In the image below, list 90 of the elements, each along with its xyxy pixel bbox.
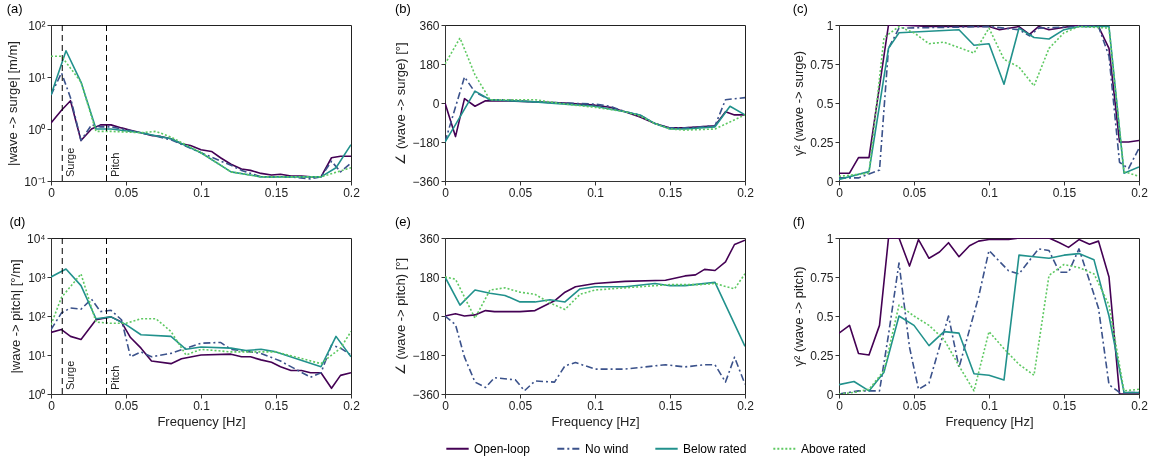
x-tick-label: 0.05	[114, 185, 139, 200]
x-axis-title: Frequency [Hz]	[945, 413, 1034, 429]
y-tick-label: 0.5	[816, 309, 834, 324]
y-tick-label: 10¹	[28, 70, 46, 85]
y-axis-title: ∠ (wave -> surge) [°]	[393, 42, 409, 165]
x-tick-label: 0.2	[343, 185, 361, 200]
x-tick-label: 0	[48, 398, 56, 413]
y-axis-title: γ² (wave -> pitch)	[791, 266, 807, 367]
y-axis-title: |wave -> surge| [m/m]	[5, 41, 21, 166]
x-tick-label: 0.05	[902, 398, 927, 413]
x-tick-label: 0.1	[587, 185, 605, 200]
line-series	[445, 76, 745, 143]
ref-line-label: Pitch	[108, 365, 121, 390]
x-tick-label: 0.05	[508, 398, 533, 413]
x-tick-label: 0.05	[508, 185, 533, 200]
legend-label: Open-loop	[474, 441, 531, 456]
x-tick-label: 0.2	[1131, 185, 1149, 200]
x-tick-label: 0.1	[981, 185, 999, 200]
x-tick-label: 0.05	[902, 185, 927, 200]
line-series	[445, 90, 745, 143]
line-series	[445, 272, 745, 319]
y-tick-label: −360	[412, 387, 440, 402]
line-series	[51, 99, 351, 178]
y-tick-label: −360	[412, 174, 440, 189]
y-tick-label: 0.25	[810, 348, 834, 363]
x-tick-label: 0.2	[737, 185, 755, 200]
y-tick-label: 0	[432, 309, 440, 324]
y-tick-label: 1	[826, 231, 834, 246]
y-tick-label: 360	[419, 18, 440, 33]
y-axis-title: ∠ (wave -> pitch) [°]	[393, 257, 409, 376]
y-axis-title: |wave -> pitch| [°/m]	[8, 259, 23, 374]
y-tick-label: 0	[432, 96, 440, 111]
x-tick-label: 0.1	[193, 185, 211, 200]
x-tick-label: 0.15	[658, 185, 683, 200]
x-tick-label: 0	[48, 185, 56, 200]
x-tick-label: 0.15	[1052, 185, 1077, 200]
x-tick-label: 0.1	[981, 398, 999, 413]
x-tick-label: 0.15	[264, 398, 289, 413]
y-tick-label: 0.25	[810, 135, 834, 150]
ref-line-label: Pitch	[108, 152, 121, 177]
x-tick-label: 0	[442, 185, 450, 200]
y-tick-label: 0	[826, 174, 834, 189]
chart-title: (e)	[394, 214, 411, 229]
x-axis-title: Frequency [Hz]	[551, 413, 640, 429]
x-tick-label: 0.2	[737, 398, 755, 413]
y-tick-label: 180	[419, 270, 440, 285]
y-tick-label: 10²	[28, 18, 46, 33]
chart-title: (a)	[6, 1, 23, 16]
x-tick-label: 0.15	[1052, 398, 1077, 413]
y-tick-label: 1	[826, 18, 834, 33]
ref-line-label: Surge	[64, 360, 77, 390]
y-tick-label: 10⁴	[26, 231, 46, 246]
chart-title: (f)	[792, 214, 805, 229]
y-tick-label: 10¹	[28, 348, 46, 363]
line-series	[445, 239, 745, 317]
legend-label: No wind	[585, 441, 629, 456]
y-tick-label: 0.75	[810, 270, 834, 285]
line-series	[51, 316, 351, 390]
chart-title: (c)	[792, 1, 808, 16]
x-tick-label: 0.1	[587, 398, 605, 413]
legend-label: Below rated	[683, 441, 747, 456]
x-tick-label: 0.05	[114, 398, 139, 413]
x-tick-label: 0.2	[1131, 398, 1149, 413]
y-tick-label: 10⁰	[28, 387, 46, 402]
y-tick-label: 10²	[28, 309, 46, 324]
line-series	[445, 276, 745, 348]
y-tick-label: 0.5	[816, 96, 834, 111]
y-tick-label: −180	[412, 348, 440, 363]
x-tick-label: 0.1	[193, 398, 211, 413]
y-tick-label: 10³	[28, 270, 46, 285]
x-tick-label: 0.2	[343, 398, 361, 413]
y-tick-label: 0	[826, 387, 834, 402]
y-tick-label: 0.75	[810, 57, 834, 72]
legend-label: Above rated	[801, 441, 866, 456]
y-axis-title: γ² (wave -> surge)	[791, 50, 807, 157]
x-tick-label: 0	[836, 185, 844, 200]
chart-title: (b)	[394, 1, 411, 16]
x-tick-label: 0	[442, 398, 450, 413]
x-tick-label: 0.15	[264, 185, 289, 200]
y-tick-label: −180	[412, 135, 440, 150]
x-axis-title: Frequency [Hz]	[157, 413, 246, 429]
y-tick-label: 360	[419, 231, 440, 246]
line-series	[445, 37, 745, 131]
x-tick-label: 0.15	[658, 398, 683, 413]
x-tick-label: 0	[836, 398, 844, 413]
chart-title: (d)	[9, 214, 26, 229]
y-tick-label: 10⁰	[28, 122, 46, 137]
y-tick-label: 180	[419, 57, 440, 72]
ref-line-label: Surge	[64, 147, 77, 177]
y-tick-label: 10⁻¹	[24, 174, 46, 189]
